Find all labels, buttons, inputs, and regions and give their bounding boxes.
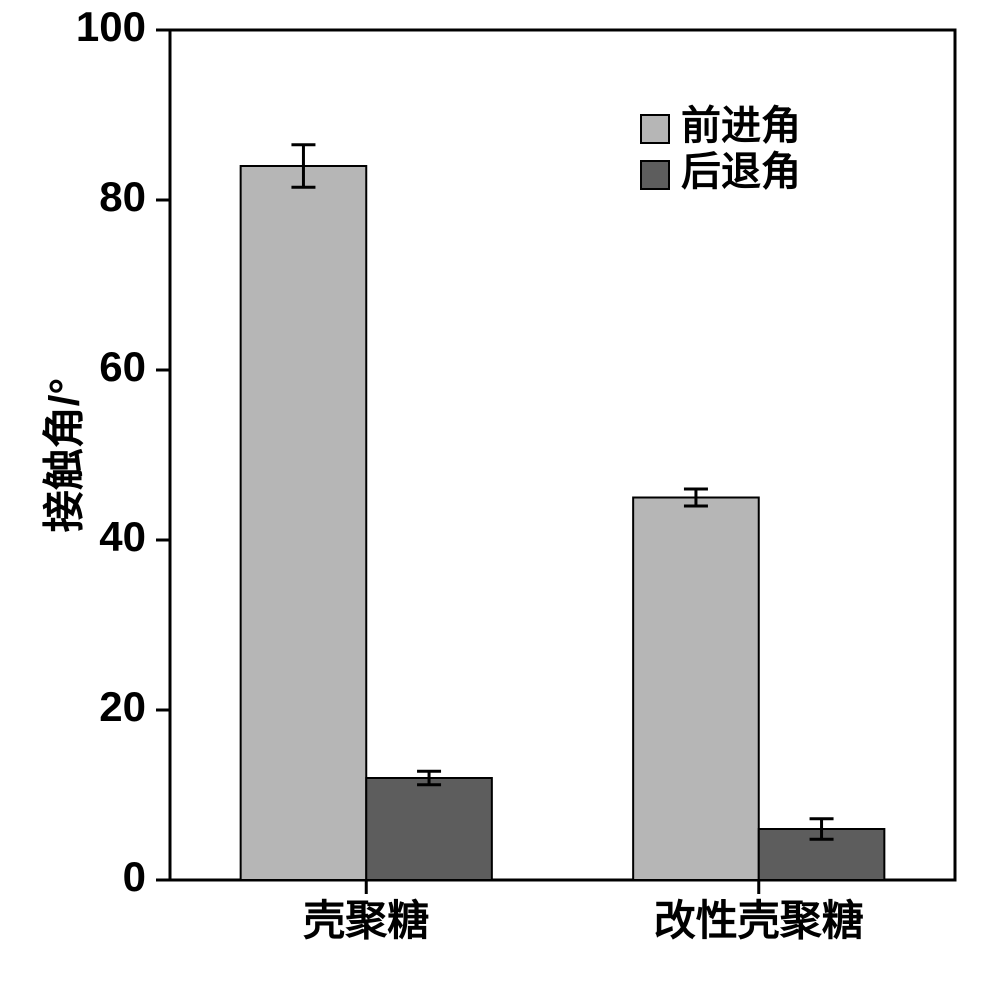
y-tick-label: 100 [76,3,146,50]
y-tick-label: 40 [99,513,146,560]
y-axis-label: 接触角/° [40,378,87,532]
legend-swatch [641,161,669,189]
y-tick-label: 0 [123,853,146,900]
y-tick-label: 80 [99,173,146,220]
category-label: 壳聚糖 [303,897,429,944]
category-label: 改性壳聚糖 [654,897,864,944]
y-tick-label: 20 [99,683,146,730]
legend-swatch [641,115,669,143]
bar [366,778,492,880]
bar [633,498,759,881]
legend-label: 前进角 [681,104,801,148]
chart-svg: 0 20 40 60 80 100 接触角/° 壳聚糖 改性壳聚糖 前进角后退角 [0,0,988,985]
y-tick-label: 60 [99,343,146,390]
bar [241,166,367,880]
chart-container: 0 20 40 60 80 100 接触角/° 壳聚糖 改性壳聚糖 前进角后退角 [0,0,988,985]
legend-label: 后退角 [681,150,801,194]
